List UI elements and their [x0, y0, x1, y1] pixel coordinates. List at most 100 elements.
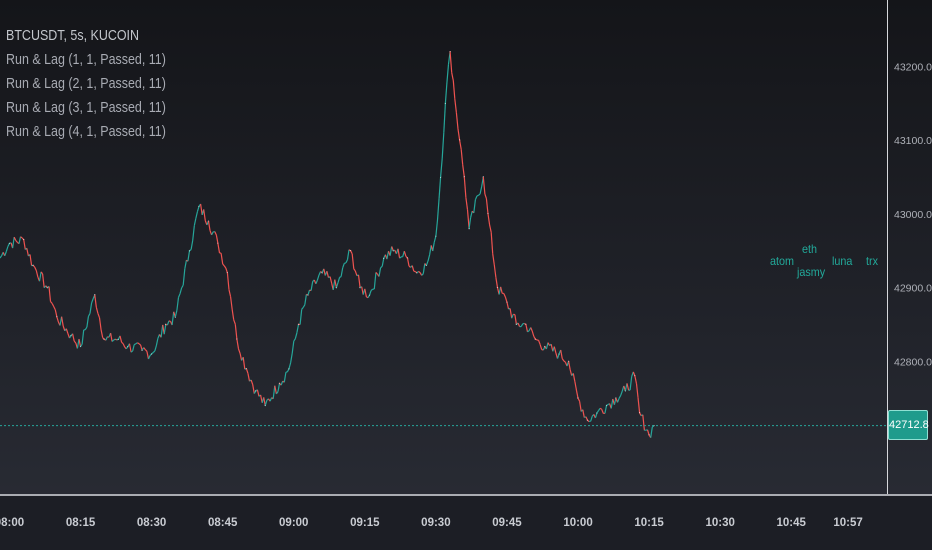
price-segment: [226, 272, 230, 290]
price-segment: [364, 288, 367, 298]
price-segment: [256, 389, 260, 397]
price-segment: [503, 293, 506, 298]
price-segment: [176, 297, 180, 311]
price-segment: [579, 401, 582, 412]
price-tick-label: 42900.0: [894, 283, 932, 295]
time-axis[interactable]: 08:00 08:15 08:30 08:45 09:00 09:15 09:30 09:45…: [0, 517, 863, 529]
price-segment: [386, 251, 390, 260]
price-segment: [67, 333, 71, 339]
price-segment: [517, 322, 521, 327]
price-segment: [138, 343, 141, 346]
price-segment: [530, 327, 533, 332]
price-segment: [574, 381, 578, 391]
price-segment: [366, 296, 369, 299]
price-segment: [128, 343, 132, 353]
price-segment: [140, 344, 143, 351]
price-axis[interactable]: 43200.0 43100.0 43000.0 42900.0 42800.0: [894, 61, 932, 368]
indicator-legend-2[interactable]: Run & Lag (2, 1, Passed, 11): [6, 76, 166, 92]
price-segment: [539, 344, 543, 350]
price-segment: [323, 268, 326, 276]
price-segment: [378, 267, 382, 277]
indicator-legend-4[interactable]: Run & Lag (4, 1, Passed, 11): [6, 124, 166, 140]
price-segment: [26, 248, 29, 257]
price-segment: [42, 273, 45, 288]
price-segment: [601, 409, 604, 414]
price-tick-label: 43000.0: [894, 209, 932, 221]
price-segment: [302, 304, 306, 308]
tag-atom: atom: [770, 254, 795, 268]
price-segment: [50, 301, 53, 304]
price-segment: [520, 323, 524, 327]
price-segment: [432, 241, 435, 252]
price-segment: [283, 372, 287, 383]
price-segment: [563, 360, 566, 363]
price-segment: [84, 326, 88, 331]
price-segment: [441, 132, 445, 159]
price-segment: [231, 309, 235, 320]
price-segment: [277, 383, 281, 392]
price-segment: [560, 349, 563, 359]
price-segment: [310, 281, 314, 291]
time-tick-label: 08:15: [66, 517, 96, 529]
price-segment: [242, 357, 246, 370]
indicator-legend-1[interactable]: Run & Lag (1, 1, Passed, 11): [6, 52, 166, 68]
price-segment: [470, 211, 473, 218]
price-segment: [408, 265, 411, 268]
symbol-title[interactable]: BTCUSDT, 5s, KUCOIN: [6, 28, 140, 44]
time-tick-label: 10:57: [833, 517, 862, 529]
price-segment: [146, 351, 150, 360]
price-segment: [192, 225, 195, 241]
price-segment: [440, 158, 443, 178]
price-segment: [443, 103, 446, 133]
price-segment: [369, 290, 372, 296]
price-segment: [304, 294, 307, 305]
price-segment: [91, 298, 94, 304]
price-segment: [326, 271, 330, 278]
price-segment: [495, 277, 499, 288]
price-segment: [86, 316, 89, 328]
price-segment: [272, 385, 276, 399]
price-segment: [463, 176, 467, 198]
price-segment: [446, 64, 450, 84]
price-segment: [293, 338, 296, 342]
indicator-legend-3[interactable]: Run & Lag (3, 1, Passed, 11): [6, 100, 166, 116]
price-segment: [541, 349, 544, 351]
price-segment: [422, 263, 426, 274]
price-segment: [582, 409, 585, 418]
price-segment: [452, 80, 456, 99]
price-segment: [438, 176, 442, 199]
price-segment: [449, 51, 453, 73]
price-segment: [350, 250, 353, 255]
price-segment: [485, 198, 489, 214]
price-segment: [598, 407, 601, 411]
price-tick-label: 42800.0: [894, 356, 932, 368]
price-segment: [220, 253, 224, 265]
price-segment: [585, 416, 589, 421]
price-segment: [650, 426, 653, 438]
price-segment: [122, 343, 126, 348]
price-segment: [223, 265, 227, 269]
price-segment: [556, 353, 560, 359]
price-segment: [444, 82, 448, 104]
price-segment: [301, 307, 304, 310]
price-segment: [23, 239, 26, 250]
price-segment: [632, 371, 636, 377]
time-axis-bg[interactable]: [0, 496, 932, 550]
price-segment: [184, 260, 187, 270]
time-tick-label: 09:30: [421, 517, 450, 529]
price-segment: [234, 324, 238, 340]
price-segment: [490, 232, 494, 254]
price-segment: [5, 246, 9, 252]
price-segment: [339, 276, 342, 278]
price-segment: [135, 342, 138, 345]
price-segment: [34, 266, 37, 271]
price-segment: [637, 397, 641, 413]
price-segment: [296, 324, 300, 333]
price-segment: [94, 294, 97, 308]
time-tick-label: 08:30: [137, 517, 166, 529]
price-segment: [222, 263, 225, 267]
price-segment: [38, 271, 42, 282]
price-segment: [237, 348, 241, 354]
